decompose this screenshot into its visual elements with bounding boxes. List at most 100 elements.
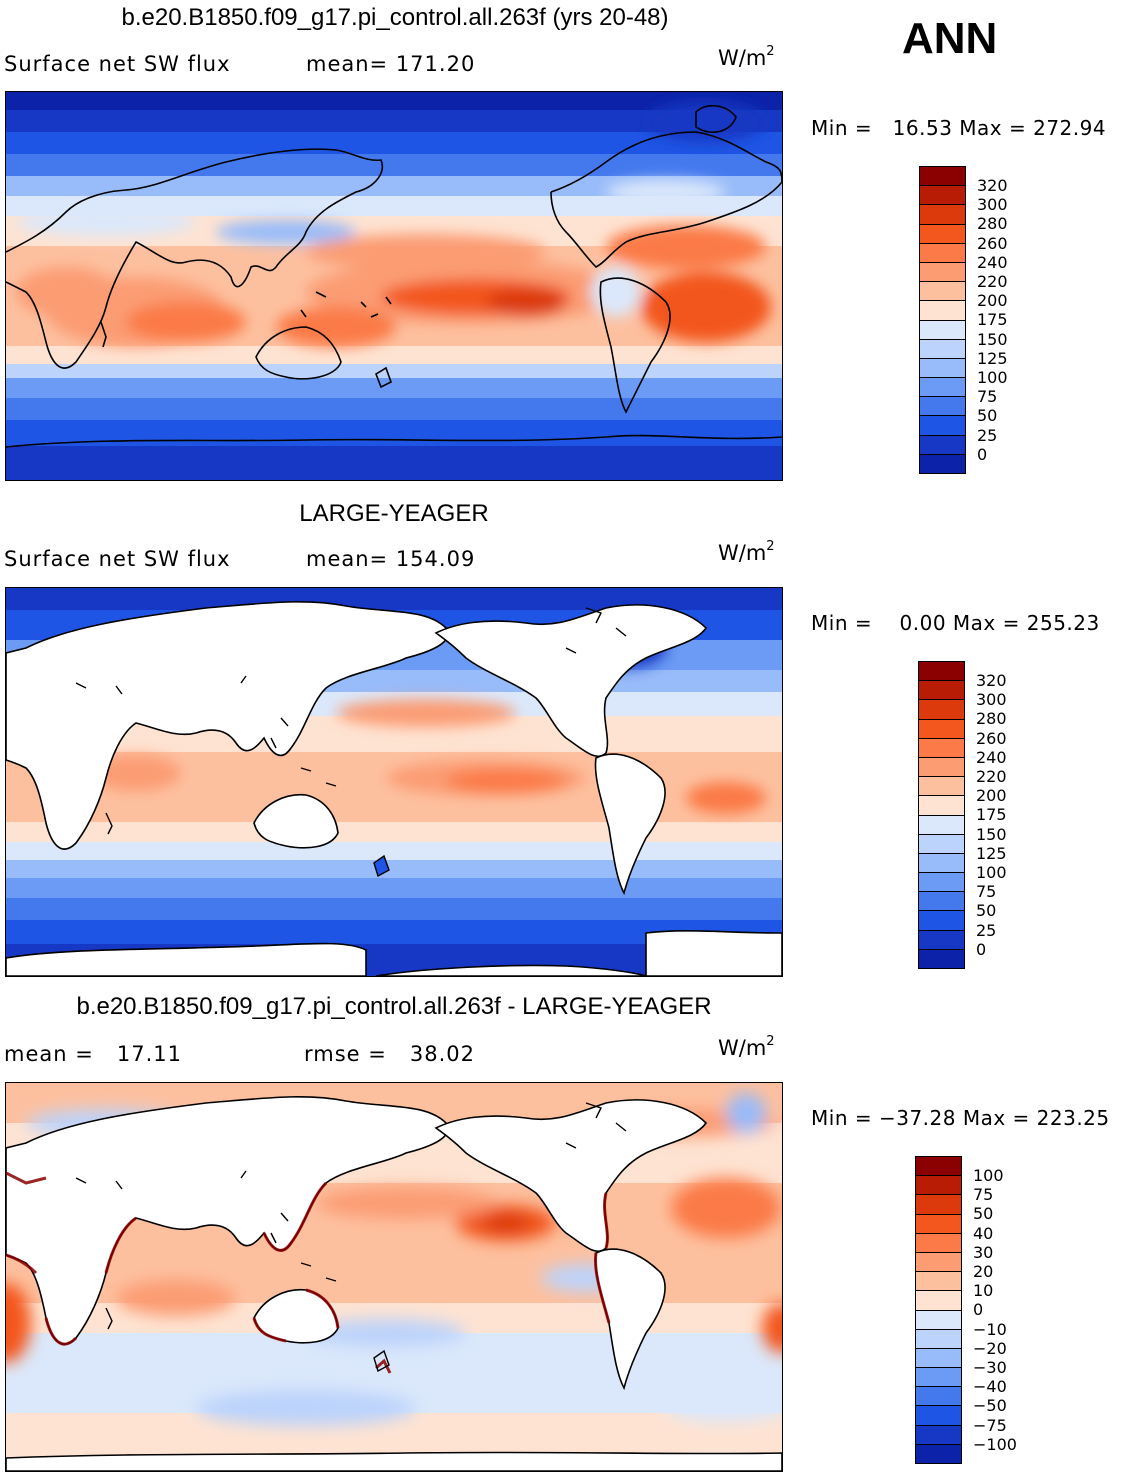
panel-3-rmse: rmse = 38.02 <box>304 1042 475 1066</box>
colorbar-tick-label: −10 <box>973 1319 1007 1339</box>
colorbar-tick-label: 100 <box>977 368 1008 388</box>
colorbar-swatch <box>920 204 965 224</box>
colorbar-tick-label: 0 <box>976 939 987 959</box>
panel-3-land <box>6 1096 782 1471</box>
colorbar-tick-label: 50 <box>976 901 997 921</box>
colorbar-swatch <box>920 377 965 397</box>
colorbar-tick-label: 150 <box>976 824 1007 844</box>
colorbar-swatch <box>919 814 964 834</box>
panel-2-mean: mean= 154.09 <box>306 547 476 571</box>
colorbar-tick-label: 320 <box>977 176 1008 195</box>
colorbar-swatch <box>919 948 964 968</box>
colorbar-tick-label: 150 <box>977 329 1008 349</box>
panel-2-colorbar <box>918 661 965 969</box>
panel-3-minmax: Min = −37.28 Max = 223.25 <box>811 1106 1110 1130</box>
colorbar-swatch <box>916 1194 961 1214</box>
colorbar-tick-label: 280 <box>977 214 1008 234</box>
panel-3-units: W/m2 <box>718 1034 775 1060</box>
colorbar-tick-label: 125 <box>976 843 1007 863</box>
colorbar-swatch <box>919 833 964 853</box>
panel-1-field-label: Surface net SW flux <box>4 52 231 76</box>
colorbar-tick-label: 240 <box>977 252 1008 272</box>
colorbar-swatch <box>920 261 965 282</box>
colorbar-tick-label: 320 <box>976 671 1007 690</box>
colorbar-tick-label: 300 <box>976 690 1007 710</box>
panel-1-coastlines <box>6 104 782 448</box>
colorbar-swatch <box>920 338 965 358</box>
colorbar-tick-label: 220 <box>976 767 1007 787</box>
panel-2-map-svg <box>6 588 782 976</box>
colorbar-swatch <box>920 281 965 301</box>
colorbar-tick-label: −75 <box>973 1415 1007 1435</box>
colorbar-swatch <box>919 795 964 815</box>
panel-1-map-svg <box>6 92 782 480</box>
colorbar-swatch <box>919 852 964 873</box>
panel-2-map <box>5 587 783 977</box>
colorbar-tick-label: 75 <box>977 387 998 407</box>
colorbar-tick-label: 25 <box>977 425 998 445</box>
colorbar-tick-label: 10 <box>973 1281 994 1301</box>
colorbar-tick-label: 25 <box>976 920 997 940</box>
panel-3-colorbar-ticks: 100 75 50 40 30 20 10 0 −10 −20 −30 −40 −50 −75 −100 <box>973 1166 1017 1454</box>
colorbar-tick-label: 260 <box>976 728 1007 748</box>
colorbar-swatch <box>920 223 965 243</box>
colorbar-swatch <box>920 185 965 205</box>
colorbar-tick-label: 200 <box>976 786 1007 806</box>
panel-2-field-label: Surface net SW flux <box>4 547 231 571</box>
colorbar-tick-label: 0 <box>977 444 988 464</box>
panel-1-minmax: Min = 16.53 Max = 272.94 <box>811 116 1107 140</box>
colorbar-tick-label: −40 <box>973 1377 1007 1397</box>
colorbar-swatch <box>916 1157 961 1176</box>
panel-1-units: W/m2 <box>718 44 775 70</box>
colorbar-swatch <box>916 1232 961 1252</box>
panel-3-colorbar <box>915 1156 962 1464</box>
colorbar-swatch <box>919 756 964 777</box>
colorbar-tick-label: 75 <box>976 882 997 902</box>
colorbar-swatch <box>916 1405 961 1425</box>
colorbar-swatch <box>920 319 965 339</box>
panel-1-mean: mean= 171.20 <box>306 52 476 76</box>
colorbar-tick-label: 260 <box>977 233 1008 253</box>
colorbar-tick-label: −50 <box>973 1396 1007 1416</box>
colorbar-swatch <box>919 929 964 949</box>
colorbar-tick-label: 100 <box>976 863 1007 883</box>
colorbar-swatch <box>916 1386 961 1406</box>
colorbar-tick-label: 40 <box>973 1223 994 1243</box>
colorbar-tick-label: 100 <box>973 1166 1004 1185</box>
colorbar-swatch <box>916 1347 961 1368</box>
colorbar-swatch <box>920 396 965 416</box>
panel-2-title: LARGE-YEAGER <box>299 500 489 527</box>
colorbar-swatch <box>916 1328 961 1348</box>
colorbar-swatch <box>919 662 964 681</box>
panel-3-map-svg <box>6 1083 782 1471</box>
colorbar-swatch <box>916 1424 961 1444</box>
colorbar-tick-label: 50 <box>977 406 998 426</box>
colorbar-swatch <box>916 1290 961 1310</box>
panel-1-colorbar-ticks: 320 300 280 260 240 220 200 175 150 125 100 75 50 25 0 <box>977 176 1008 464</box>
colorbar-tick-label: 125 <box>977 348 1008 368</box>
colorbar-swatch <box>916 1175 961 1195</box>
panel-1-title: b.e20.B1850.f09_g17.pi_control.all.263f … <box>121 4 669 31</box>
panel-3-title: b.e20.B1850.f09_g17.pi_control.all.263f … <box>76 993 712 1020</box>
colorbar-swatch <box>916 1443 961 1463</box>
colorbar-swatch <box>916 1271 961 1291</box>
colorbar-tick-label: 175 <box>976 805 1007 825</box>
colorbar-tick-label: 50 <box>973 1204 994 1224</box>
panel-3-map <box>5 1082 783 1472</box>
colorbar-tick-label: 75 <box>973 1185 994 1205</box>
panel-2-colorbar-ticks: 320 300 280 260 240 220 200 175 150 125 100 75 50 25 0 <box>976 671 1007 959</box>
colorbar-swatch <box>916 1251 961 1272</box>
panel-2-minmax: Min = 0.00 Max = 255.23 <box>811 611 1100 635</box>
colorbar-swatch <box>920 434 965 454</box>
colorbar-swatch <box>919 891 964 911</box>
colorbar-swatch <box>916 1309 961 1329</box>
colorbar-swatch <box>920 300 965 320</box>
colorbar-swatch <box>919 718 964 738</box>
colorbar-swatch <box>916 1367 961 1387</box>
colorbar-swatch <box>920 415 965 435</box>
colorbar-tick-label: 175 <box>977 310 1008 330</box>
panel-1-colorbar <box>919 166 966 474</box>
colorbar-swatch <box>919 680 964 700</box>
colorbar-swatch <box>919 737 964 757</box>
colorbar-swatch <box>919 910 964 930</box>
